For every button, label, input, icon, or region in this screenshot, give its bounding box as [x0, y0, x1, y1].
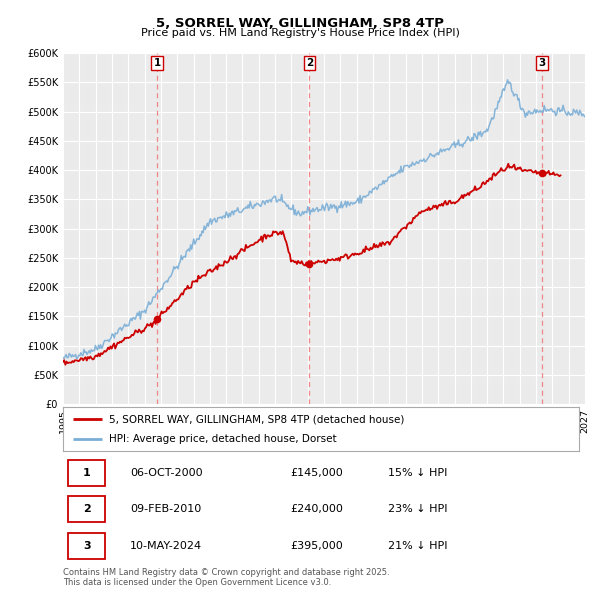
- Text: 5, SORREL WAY, GILLINGHAM, SP8 4TP: 5, SORREL WAY, GILLINGHAM, SP8 4TP: [156, 17, 444, 30]
- Text: 1: 1: [154, 58, 161, 68]
- FancyBboxPatch shape: [68, 460, 106, 486]
- Text: 5, SORREL WAY, GILLINGHAM, SP8 4TP (detached house): 5, SORREL WAY, GILLINGHAM, SP8 4TP (deta…: [109, 415, 405, 424]
- Text: £395,000: £395,000: [290, 541, 343, 550]
- Text: 06-OCT-2000: 06-OCT-2000: [130, 468, 203, 477]
- FancyBboxPatch shape: [68, 496, 106, 522]
- Text: 2: 2: [83, 504, 91, 514]
- Text: 15% ↓ HPI: 15% ↓ HPI: [388, 468, 448, 477]
- Text: 09-FEB-2010: 09-FEB-2010: [130, 504, 202, 514]
- Text: £145,000: £145,000: [290, 468, 343, 477]
- Text: 10-MAY-2024: 10-MAY-2024: [130, 541, 202, 550]
- Text: HPI: Average price, detached house, Dorset: HPI: Average price, detached house, Dors…: [109, 434, 337, 444]
- Text: 3: 3: [538, 58, 545, 68]
- Text: 23% ↓ HPI: 23% ↓ HPI: [388, 504, 448, 514]
- Text: Contains HM Land Registry data © Crown copyright and database right 2025.
This d: Contains HM Land Registry data © Crown c…: [63, 568, 389, 587]
- FancyBboxPatch shape: [68, 533, 106, 559]
- Text: 21% ↓ HPI: 21% ↓ HPI: [388, 541, 448, 550]
- Text: 2: 2: [306, 58, 313, 68]
- Text: 3: 3: [83, 541, 91, 550]
- Text: Price paid vs. HM Land Registry's House Price Index (HPI): Price paid vs. HM Land Registry's House …: [140, 28, 460, 38]
- Text: 1: 1: [83, 468, 91, 477]
- Text: £240,000: £240,000: [290, 504, 343, 514]
